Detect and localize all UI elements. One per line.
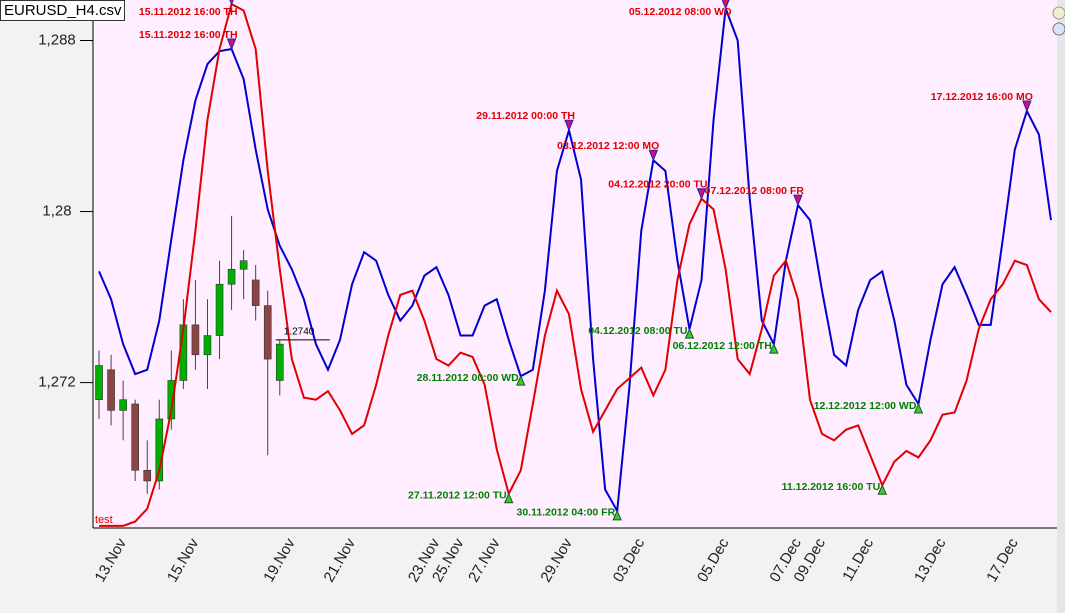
candle-body (131, 403, 139, 471)
trough-label: 30.11.2012 04:00 FR (517, 507, 616, 519)
x-tick-label: 29.Nov (537, 535, 576, 585)
trough-label: 27.11.2012 12:00 TU (408, 490, 507, 502)
trough-label: 04.12.2012 08:00 TU (588, 325, 687, 337)
last-price-label: 1.2740 (284, 326, 315, 337)
trough-marker (612, 509, 622, 521)
peak-label: 04.12.2012 20:00 TU (608, 178, 707, 190)
candle-body (251, 279, 260, 306)
x-tick-label: 21.Nov (320, 535, 359, 585)
peak-label: 05.12.2012 08:00 WD (629, 6, 732, 18)
candle-body (95, 365, 103, 401)
title-box (0, 0, 125, 21)
peak-label: 03.12.2012 12:00 MO (557, 140, 659, 152)
x-tick-label: 03.Dec (610, 535, 649, 585)
peak-marker (564, 119, 574, 132)
peak-label: 29.11.2012 00:00 TH (476, 110, 575, 122)
trough-label: 06.12.2012 12:00 TH (673, 340, 772, 352)
peak-label: 07.12.2012 08:00 FR (705, 185, 805, 197)
x-tick-label: 11.Dec (839, 535, 877, 584)
candle-body (215, 283, 224, 336)
peak-label: 15.11.2012 16:00 TH (139, 29, 238, 41)
candle-body (263, 305, 272, 360)
candle-body (119, 399, 127, 411)
candle-body (275, 343, 284, 381)
peak-marker (1022, 100, 1032, 113)
candle-body (143, 469, 152, 482)
peak-label: 15.11.2012 16:00 TH (139, 6, 238, 18)
trough-marker (913, 402, 924, 414)
x-tick-label: 05.Dec (694, 535, 733, 585)
right-strip (1057, 0, 1065, 613)
peak-marker (721, 0, 730, 10)
y-tick-label: 1,272 (38, 374, 76, 391)
zoom-button[interactable] (1052, 6, 1065, 20)
candle-body (203, 335, 212, 356)
x-tick-label: 19.Nov (260, 535, 299, 585)
candle-body (227, 268, 236, 285)
peak-marker (696, 188, 707, 201)
line-series (99, 2, 1052, 527)
candle-body (107, 369, 115, 411)
peak-label: 17.12.2012 16:00 MO (931, 91, 1033, 103)
settings-button[interactable] (1052, 22, 1065, 36)
trough-label: 12.12.2012 12:00 WD (814, 400, 917, 412)
trough-marker (684, 327, 695, 339)
x-tick-label: 27.Nov (465, 535, 504, 585)
trough-label: 11.12.2012 16:00 TU (782, 481, 881, 493)
candle-body (167, 380, 176, 420)
trough-marker (503, 492, 514, 504)
peak-marker (648, 149, 659, 162)
y-tick-label: 1,288 (38, 31, 76, 48)
x-tick-label: 13.Dec (911, 535, 950, 585)
plot-area (93, 0, 1057, 528)
trough-marker (877, 484, 888, 495)
trough-label: 28.11.2012 00:00 WD (417, 372, 520, 384)
chart-title: EURUSD_H4.csv (4, 2, 122, 19)
peak-marker (793, 194, 803, 207)
line-series (98, 8, 1052, 515)
y-tick-label: 1,28 (42, 203, 71, 220)
candle-body (191, 324, 200, 356)
x-tick-label: 17.Dec (983, 535, 1022, 585)
candle-body (239, 260, 248, 270)
x-tick-label: 13.Nov (92, 535, 131, 585)
x-tick-label: 15.Nov (164, 535, 203, 585)
trough-marker (769, 342, 779, 354)
trough-marker (516, 374, 526, 386)
legend-entry: test (95, 514, 113, 526)
peak-marker (229, 0, 234, 6)
peak-marker (226, 38, 237, 51)
